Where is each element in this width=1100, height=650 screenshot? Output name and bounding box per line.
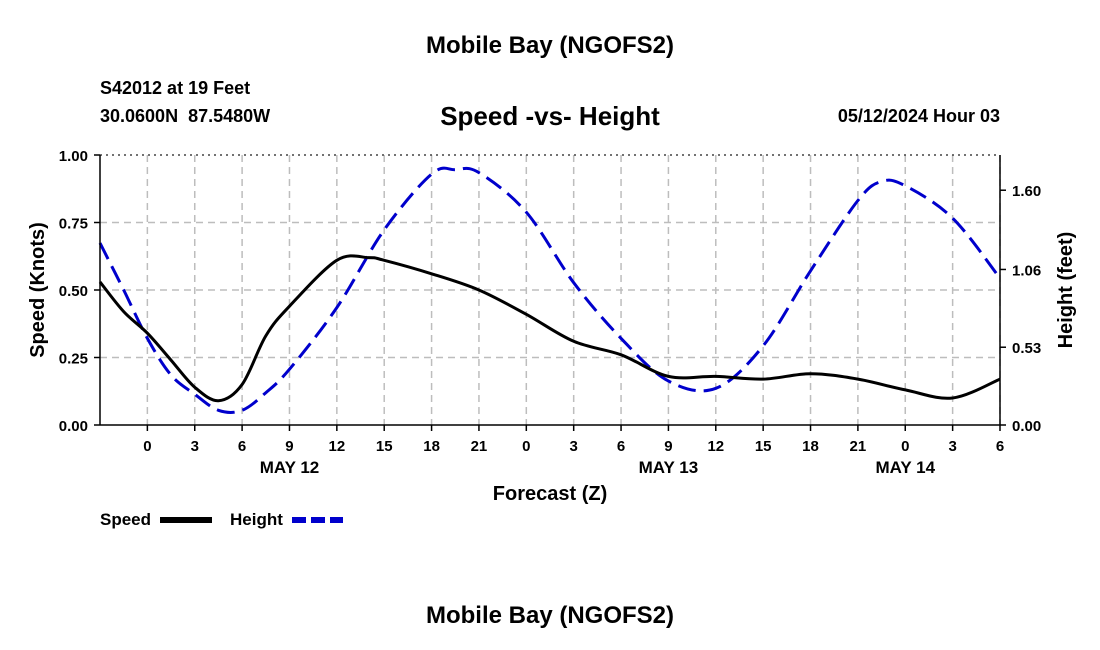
date-label: MAY 14 — [875, 458, 935, 477]
x-tick-label: 21 — [850, 438, 867, 455]
x-tick-label: 3 — [570, 438, 578, 455]
legend-label-speed: Speed — [100, 510, 151, 529]
y-right-tick-label: 1.06 — [1012, 262, 1041, 279]
tick-labels: 0 3 6 9 12 15 18 21 0 3 6 9 12 15 18 21 0 3 6 0.00 0.25 0.50 0… — [59, 148, 1041, 477]
page-title: Mobile Bay (NGOFS2) — [425, 32, 675, 59]
x-tick-label: 12 — [328, 438, 345, 455]
date-label: MAY 13 — [639, 458, 699, 477]
grid — [100, 154, 1001, 425]
legend-label-height: Height — [230, 510, 283, 529]
x-tick-label: 6 — [996, 438, 1004, 455]
y-right-tick-label: 0.53 — [1012, 340, 1041, 357]
date-label: MAY 12 — [260, 458, 320, 477]
x-tick-label: 3 — [191, 438, 199, 455]
forecast-datetime: 05/12/2024 Hour 03 — [837, 106, 1000, 126]
axes — [94, 154, 1006, 431]
x-tick-label: 15 — [755, 438, 772, 455]
y-left-tick-label: 0.75 — [59, 216, 88, 233]
series-layer — [98, 166, 1002, 414]
y-left-tick-label: 0.00 — [59, 418, 88, 435]
x-tick-label: 12 — [707, 438, 724, 455]
x-tick-label: 15 — [376, 438, 393, 455]
y-left-tick-label: 0.50 — [59, 283, 88, 300]
station-coordinates: 30.0600N 87.5480W — [100, 106, 271, 126]
y-left-tick-label: 0.25 — [59, 351, 88, 368]
height-series-line — [98, 166, 1002, 414]
x-tick-label: 3 — [948, 438, 956, 455]
axis-labels: Forecast (Z) Speed (Knots) Height (feet) — [27, 222, 1077, 505]
x-tick-label: 6 — [238, 438, 246, 455]
x-tick-label: 6 — [617, 438, 625, 455]
y-right-tick-label: 0.00 — [1012, 418, 1041, 435]
speed-series-line — [98, 254, 1001, 403]
chart-title: Speed -vs- Height — [440, 101, 660, 131]
x-tick-label: 0 — [143, 438, 151, 455]
y-left-tick-label: 1.00 — [59, 148, 88, 165]
x-tick-label: 9 — [664, 438, 672, 455]
x-tick-label: 21 — [471, 438, 488, 455]
station-name: S42012 at 19 Feet — [100, 78, 251, 98]
x-tick-label: 0 — [901, 438, 909, 455]
x-tick-label: 0 — [522, 438, 530, 455]
x-tick-label: 9 — [285, 438, 293, 455]
legend: Speed Height — [100, 510, 343, 529]
x-tick-label: 18 — [423, 438, 440, 455]
x-tick-label: 18 — [802, 438, 819, 455]
footer-title: Mobile Bay (NGOFS2) — [425, 602, 675, 629]
y-right-tick-label: 1.60 — [1012, 183, 1041, 200]
y-right-axis-label: Height (feet) — [1055, 232, 1077, 349]
x-axis-label: Forecast (Z) — [493, 483, 607, 505]
y-left-axis-label: Speed (Knots) — [27, 222, 49, 358]
